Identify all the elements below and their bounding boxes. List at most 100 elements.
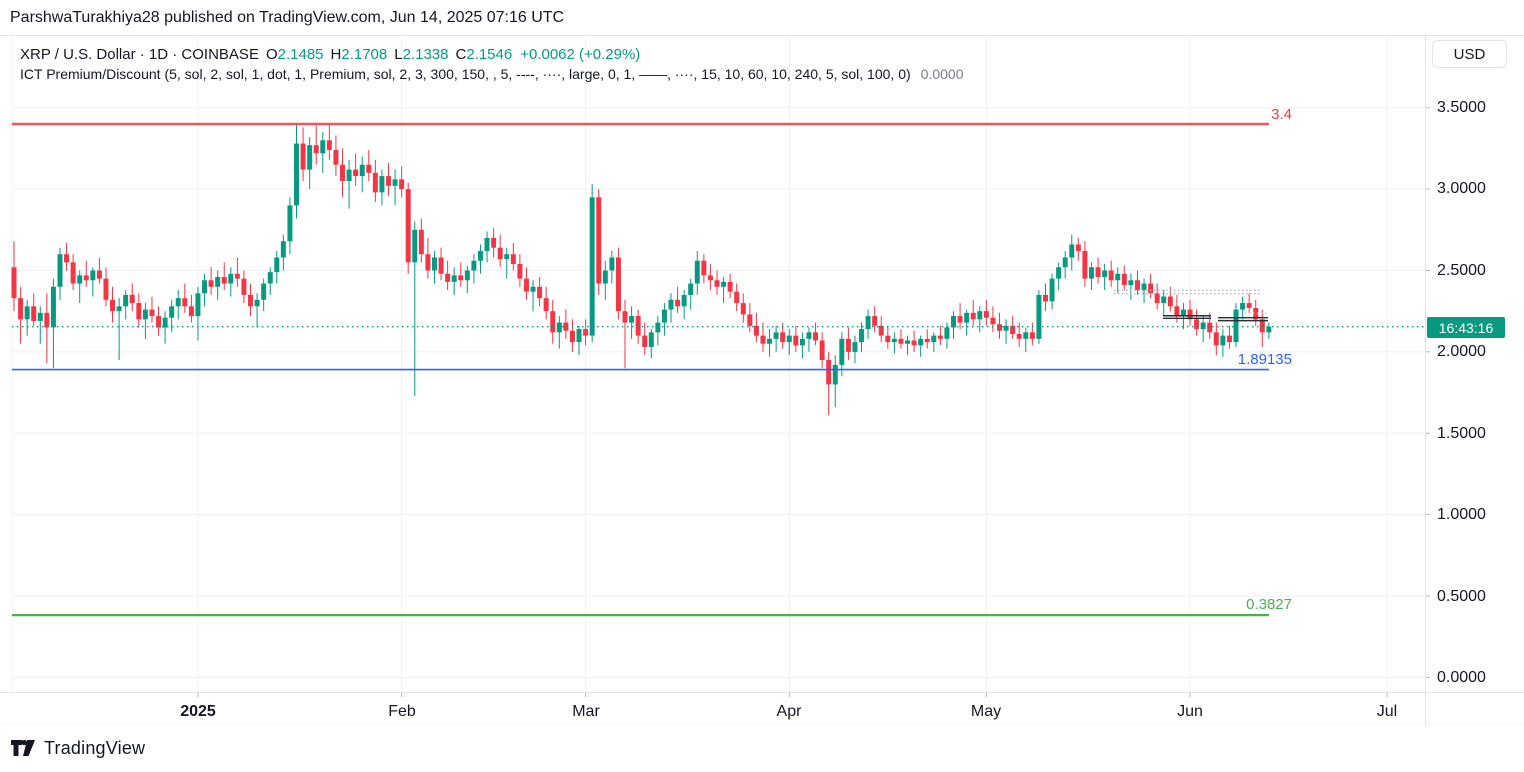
candle-body xyxy=(418,229,424,255)
candle-body xyxy=(951,316,957,328)
candle-body xyxy=(780,332,786,343)
candle-body xyxy=(31,306,37,321)
candle-body xyxy=(504,254,510,260)
candle-body xyxy=(859,329,865,343)
candle-body xyxy=(701,260,707,276)
candle-body xyxy=(248,294,254,307)
candle-body xyxy=(142,309,148,320)
candle-body xyxy=(96,270,102,279)
candle-body xyxy=(714,280,720,287)
candle-body xyxy=(767,338,773,344)
candle-body xyxy=(609,257,615,271)
candle-body xyxy=(169,306,175,318)
candle-body xyxy=(839,338,845,365)
candle-body xyxy=(129,294,135,304)
lower-level-label[interactable]: 0.3827 xyxy=(1246,596,1292,613)
candle-body xyxy=(661,309,667,323)
candle-body xyxy=(576,329,582,343)
candle-body xyxy=(806,332,812,339)
candle-body xyxy=(655,322,661,333)
candle-body xyxy=(353,169,359,177)
indicator-name-params: ICT Premium/Discount (5, sol, 2, sol, 1,… xyxy=(20,66,911,82)
candle-body xyxy=(635,316,641,336)
candle-body xyxy=(287,205,293,242)
candle-body xyxy=(202,280,208,294)
candle-body xyxy=(793,335,799,346)
price-axis-label-2.5: 2.5000 xyxy=(1437,262,1486,279)
tradingview-logo-text: TradingView xyxy=(44,737,146,758)
time-axis-border xyxy=(0,692,1524,693)
candle-body xyxy=(412,229,418,263)
candle-body xyxy=(1226,335,1232,343)
currency-unit-button[interactable]: USD xyxy=(1432,40,1507,68)
candle-body xyxy=(1049,278,1055,302)
candle-body xyxy=(563,322,569,331)
candle-body xyxy=(1069,244,1075,258)
candle-body xyxy=(188,306,194,317)
candle-body xyxy=(313,145,319,154)
time-axis-label-mar: Mar xyxy=(572,703,600,720)
candle-body xyxy=(425,254,431,271)
open-value: 2.1485 xyxy=(277,46,324,63)
candle-body xyxy=(491,237,497,248)
time-axis-label-apr: Apr xyxy=(776,703,802,720)
countdown-price-badge: 16:43:16 xyxy=(1427,317,1505,338)
candle-body xyxy=(990,317,996,325)
candle-body xyxy=(1108,270,1114,281)
candle-body xyxy=(622,311,628,323)
candle-body xyxy=(1207,322,1213,333)
candle-body xyxy=(1233,309,1239,343)
symbol-title-row[interactable]: XRP / U.S. Dollar · 1D · COINBASE O2.1485… xyxy=(20,46,640,63)
candle-body xyxy=(70,262,76,284)
time-axis-label-feb: Feb xyxy=(388,703,416,720)
candle-body xyxy=(543,298,549,312)
candle-body xyxy=(523,278,529,292)
candle-body xyxy=(182,298,188,307)
candle-body xyxy=(813,332,819,341)
candle-body xyxy=(550,311,556,333)
price-axis-label-1.5: 1.5000 xyxy=(1437,425,1486,442)
candle-body xyxy=(918,338,924,346)
candle-body xyxy=(596,197,602,284)
candle-body xyxy=(1036,294,1042,339)
candle-body xyxy=(221,277,227,284)
candle-body xyxy=(1200,322,1206,330)
tradingview-logo[interactable]: TradingView xyxy=(10,736,145,760)
price-axis-label-3.0: 3.0000 xyxy=(1437,180,1486,197)
candle-body xyxy=(1187,309,1193,320)
support-level-label[interactable]: 1.89135 xyxy=(1237,351,1292,368)
candle-body xyxy=(1253,307,1259,320)
candle-body xyxy=(1075,244,1081,251)
candle-body xyxy=(175,298,181,307)
published-header-text: ParshwaTurakhiya28 published on TradingV… xyxy=(10,9,565,26)
resistance-level-label[interactable]: 3.4 xyxy=(1271,106,1292,123)
candle-body xyxy=(208,280,214,287)
candle-body xyxy=(773,332,779,339)
candle-body xyxy=(464,270,470,281)
candle-body xyxy=(241,278,247,295)
indicator-title-row[interactable]: ICT Premium/Discount (5, sol, 2, sol, 1,… xyxy=(20,66,963,82)
candle-body xyxy=(1088,267,1094,279)
candle-body xyxy=(648,332,654,347)
candle-body xyxy=(1161,296,1167,304)
price-axis-label-1.0: 1.0000 xyxy=(1437,506,1486,523)
candle-body xyxy=(156,316,162,328)
candle-body xyxy=(438,257,444,274)
low-letter: L xyxy=(394,46,403,63)
candle-body xyxy=(24,306,30,320)
close-value: 2.1546 xyxy=(466,46,513,63)
candle-body xyxy=(392,179,398,186)
candle-body xyxy=(267,272,273,284)
symbol-name: XRP / U.S. Dollar · 1D · COINBASE xyxy=(20,46,259,63)
candle-body xyxy=(556,322,562,333)
candle-body xyxy=(1148,283,1154,294)
candle-body xyxy=(1121,273,1127,286)
candle-body xyxy=(471,260,477,271)
candle-body xyxy=(530,286,536,292)
candle-body xyxy=(372,172,378,193)
candle-body xyxy=(234,273,240,279)
time-axis-label-jun: Jun xyxy=(1177,703,1203,720)
tradingview-logo-icon xyxy=(11,739,35,756)
